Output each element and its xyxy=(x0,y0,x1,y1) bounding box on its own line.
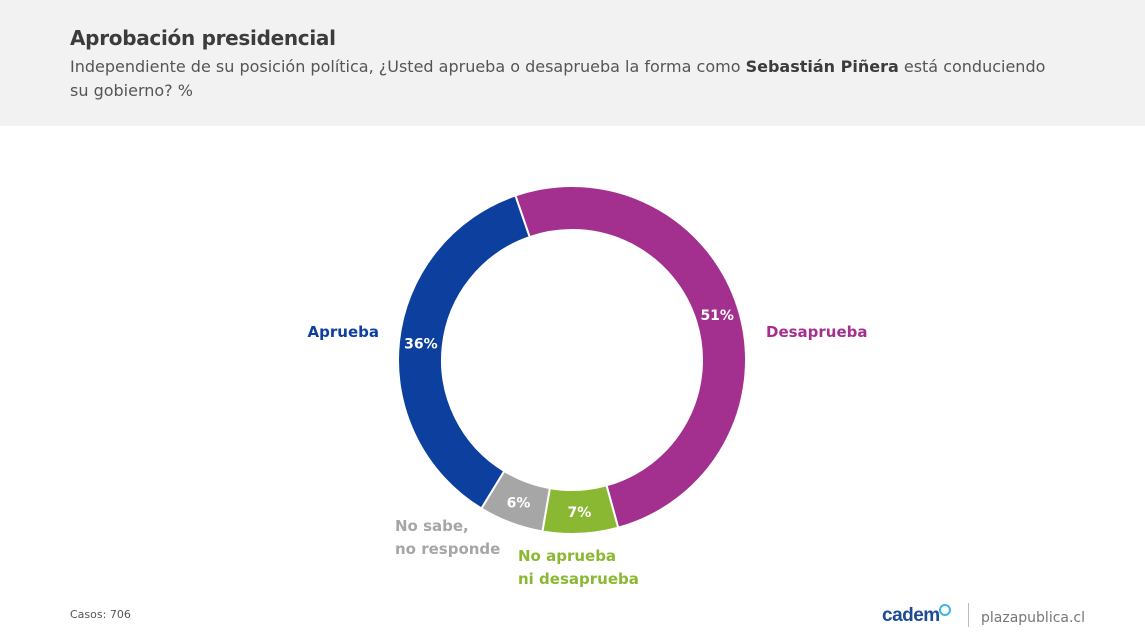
cadem-logo-dot-icon xyxy=(939,604,951,616)
subtitle-text-end: está conduciendo su gobierno? % xyxy=(70,57,1046,100)
cadem-logo: cadem xyxy=(882,605,940,626)
slice-value-label: 7% xyxy=(568,505,592,521)
donut-slice xyxy=(397,194,531,510)
subtitle-text-start: Independiente de su posición política, ¿… xyxy=(70,57,746,76)
slice-category-label: Aprueba xyxy=(308,323,379,341)
slice-category-label: No sabe, no responde xyxy=(395,517,500,558)
slice-value-label: 36% xyxy=(404,337,438,353)
footer-divider xyxy=(968,603,969,627)
subtitle-president-name: Sebastián Piñera xyxy=(745,57,899,76)
slice-category-label: No aprueba ni desaprueba xyxy=(518,547,639,588)
cases-count: Casos: 706 xyxy=(70,608,131,621)
chart-title: Aprobación presidencial xyxy=(70,26,336,50)
site-name: plazapublica.cl xyxy=(981,610,1086,626)
slice-category-label: Desaprueba xyxy=(766,323,868,341)
slice-value-label: 6% xyxy=(507,495,531,511)
header-band: Aprobación presidencial Independiente de… xyxy=(0,0,1145,126)
chart-subtitle: Independiente de su posición política, ¿… xyxy=(70,55,1060,103)
slice-value-label: 51% xyxy=(700,308,734,324)
donut-slice xyxy=(514,185,747,529)
